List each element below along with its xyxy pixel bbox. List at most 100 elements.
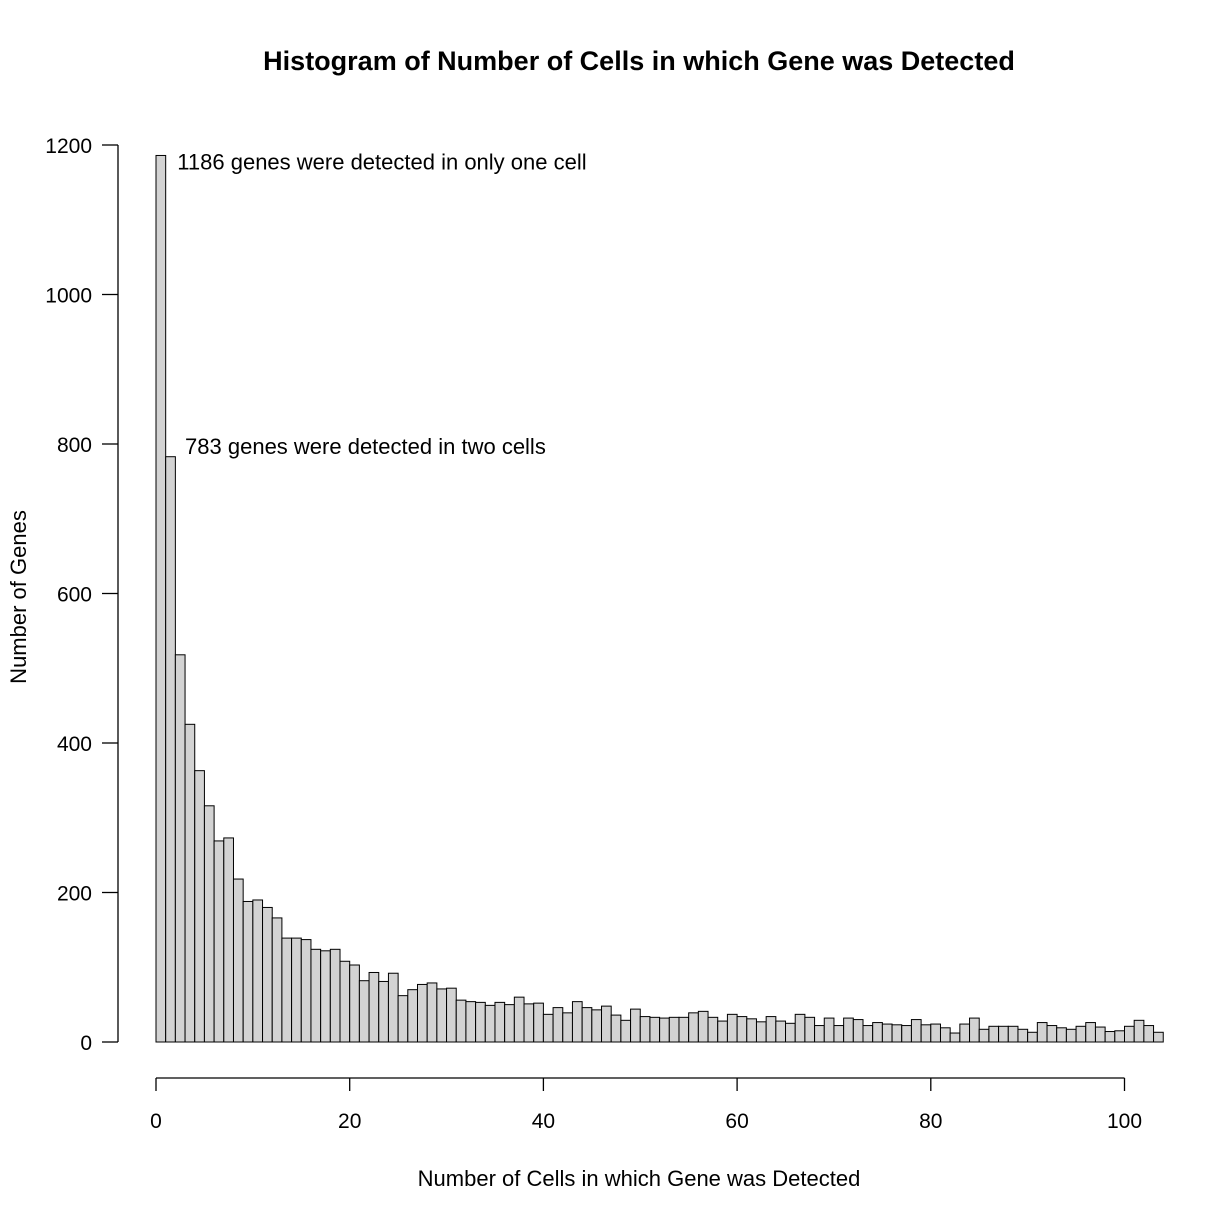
x-axis-label: Number of Cells in which Gene was Detect… (418, 1166, 861, 1191)
y-axis-label: Number of Genes (6, 510, 31, 684)
histogram-bar (649, 1016, 661, 1043)
y-tick-label: 600 (57, 584, 92, 607)
histogram-bar (697, 1010, 709, 1043)
histogram-bar (678, 1016, 690, 1043)
histogram-bar (736, 1016, 748, 1043)
histogram-bar (310, 948, 322, 1043)
histogram-bar (455, 999, 467, 1043)
histogram-bar (610, 1014, 622, 1043)
histogram-bar (1104, 1031, 1116, 1043)
histogram-bar (271, 917, 283, 1043)
histogram-bar (910, 1019, 922, 1043)
histogram-bar (1124, 1025, 1135, 1043)
histogram-bar (794, 1013, 806, 1043)
y-axis: 0 200 400 600 800 1000 1200 (45, 135, 119, 1055)
histogram-bar (1017, 1028, 1029, 1043)
histogram-bar (1114, 1030, 1125, 1043)
histogram-bar (165, 456, 176, 1043)
histogram-bar (426, 982, 438, 1043)
histogram-bar (872, 1022, 883, 1043)
histogram-bar (281, 937, 293, 1043)
y-tick-label: 1000 (45, 285, 92, 308)
histogram-bar (329, 948, 341, 1043)
histogram-bar (833, 1025, 845, 1043)
histogram-bar (1027, 1031, 1038, 1043)
histogram-bar (368, 971, 380, 1043)
histogram-bar (843, 1017, 854, 1043)
x-axis: 0 20 40 60 80 100 (150, 1077, 1142, 1133)
histogram-bar (494, 1001, 506, 1043)
y-tick-label: 800 (57, 434, 92, 457)
histogram-bar (446, 987, 457, 1043)
y-tick-label: 1200 (45, 135, 92, 158)
histogram-bar (1085, 1022, 1096, 1043)
histogram-bar (232, 878, 244, 1043)
histogram-bar (881, 1023, 893, 1043)
y-tick-label: 0 (80, 1032, 92, 1055)
histogram-bar (242, 900, 254, 1043)
chart-title: Histogram of Number of Cells in which Ge… (263, 46, 1015, 76)
histogram-bar (1056, 1027, 1067, 1043)
histogram-bar (668, 1016, 680, 1043)
histogram-bar (504, 1004, 515, 1043)
histogram-bar (223, 837, 234, 1043)
x-tick-label: 60 (725, 1110, 748, 1133)
histogram-bar (407, 989, 418, 1043)
histogram-bar (630, 1008, 641, 1043)
histogram-bar (804, 1016, 816, 1043)
histogram-bar (726, 1013, 738, 1043)
histogram-bar (291, 937, 302, 1043)
histogram-bar (998, 1025, 1009, 1043)
histogram-bar (1143, 1025, 1155, 1043)
x-tick-label: 0 (150, 1110, 162, 1133)
histogram-bar (203, 805, 215, 1043)
histogram-bar (262, 906, 273, 1043)
histogram-bar (1007, 1025, 1019, 1043)
histogram-bar (959, 1023, 971, 1043)
histogram-bar (533, 1002, 544, 1043)
histogram-bar (300, 939, 312, 1043)
histogram-bar (358, 980, 370, 1043)
histogram-bar (620, 1019, 632, 1043)
histogram-bar (930, 1023, 941, 1043)
histogram-bar (1133, 1019, 1145, 1043)
histogram-bar (978, 1028, 990, 1043)
histogram-bar (601, 1005, 612, 1043)
histogram-bar (378, 980, 389, 1043)
histogram-bar (475, 1001, 486, 1043)
histogram-bar (581, 1007, 593, 1043)
histogram-bar (755, 1021, 767, 1043)
histogram-bar (465, 1001, 477, 1043)
histogram-bar (901, 1025, 912, 1043)
histogram-bar (571, 1001, 583, 1043)
histogram-bar (194, 770, 205, 1043)
histogram-bar (891, 1024, 903, 1043)
histogram-bar (988, 1025, 1000, 1043)
histogram-bar (814, 1025, 825, 1043)
histogram-bar (659, 1017, 670, 1043)
histogram-bar (184, 723, 196, 1043)
histogram-bar (416, 983, 428, 1043)
histogram-bar (397, 995, 409, 1043)
histogram-bar (155, 154, 167, 1043)
x-tick-label: 40 (532, 1110, 555, 1133)
histogram-bar (775, 1020, 787, 1043)
histogram-bar (1046, 1025, 1058, 1043)
histogram-bar (1036, 1022, 1048, 1043)
histogram-bar (252, 899, 264, 1043)
histogram-bar (542, 1013, 554, 1043)
histogram-bar (174, 654, 186, 1043)
x-tick-label: 80 (919, 1110, 942, 1133)
histogram-bar (1153, 1031, 1164, 1043)
histogram-bar (862, 1025, 874, 1043)
x-tick-label: 100 (1107, 1110, 1142, 1133)
annotations: 1186 genes were detected in only one cel… (177, 149, 586, 459)
histogram-bar (939, 1027, 951, 1043)
histogram-bar (339, 960, 351, 1043)
histogram-bar (591, 1009, 603, 1043)
histogram-bar (1075, 1025, 1087, 1043)
x-tick-label: 20 (338, 1110, 361, 1133)
histogram-bar (746, 1018, 757, 1043)
histogram-bar (852, 1019, 864, 1043)
